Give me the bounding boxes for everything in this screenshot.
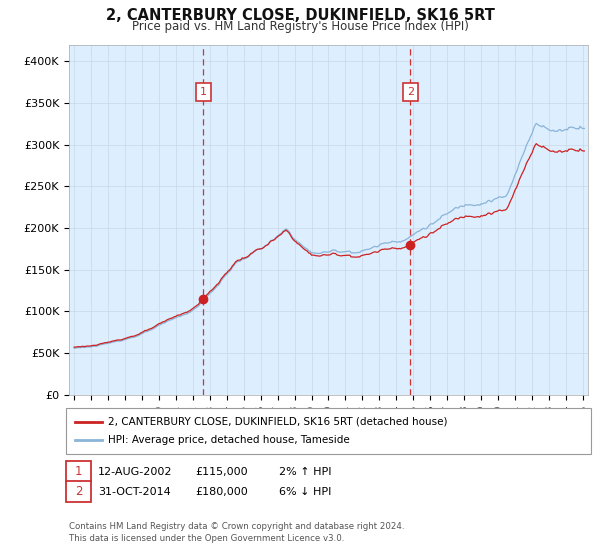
Text: £180,000: £180,000	[195, 487, 248, 497]
Text: 2, CANTERBURY CLOSE, DUKINFIELD, SK16 5RT (detached house): 2, CANTERBURY CLOSE, DUKINFIELD, SK16 5R…	[108, 417, 448, 427]
Text: 2% ↑ HPI: 2% ↑ HPI	[279, 466, 331, 477]
Text: Contains HM Land Registry data © Crown copyright and database right 2024.
This d: Contains HM Land Registry data © Crown c…	[69, 522, 404, 543]
Text: 2: 2	[75, 485, 82, 498]
Text: 1: 1	[200, 87, 207, 97]
Text: 2: 2	[407, 87, 414, 97]
Text: 6% ↓ HPI: 6% ↓ HPI	[279, 487, 331, 497]
Text: HPI: Average price, detached house, Tameside: HPI: Average price, detached house, Tame…	[108, 435, 350, 445]
Text: 2, CANTERBURY CLOSE, DUKINFIELD, SK16 5RT: 2, CANTERBURY CLOSE, DUKINFIELD, SK16 5R…	[106, 8, 494, 24]
Text: Price paid vs. HM Land Registry's House Price Index (HPI): Price paid vs. HM Land Registry's House …	[131, 20, 469, 33]
Text: 12-AUG-2002: 12-AUG-2002	[98, 466, 172, 477]
Text: 1: 1	[75, 465, 82, 478]
Text: £115,000: £115,000	[195, 466, 248, 477]
Text: 31-OCT-2014: 31-OCT-2014	[98, 487, 170, 497]
